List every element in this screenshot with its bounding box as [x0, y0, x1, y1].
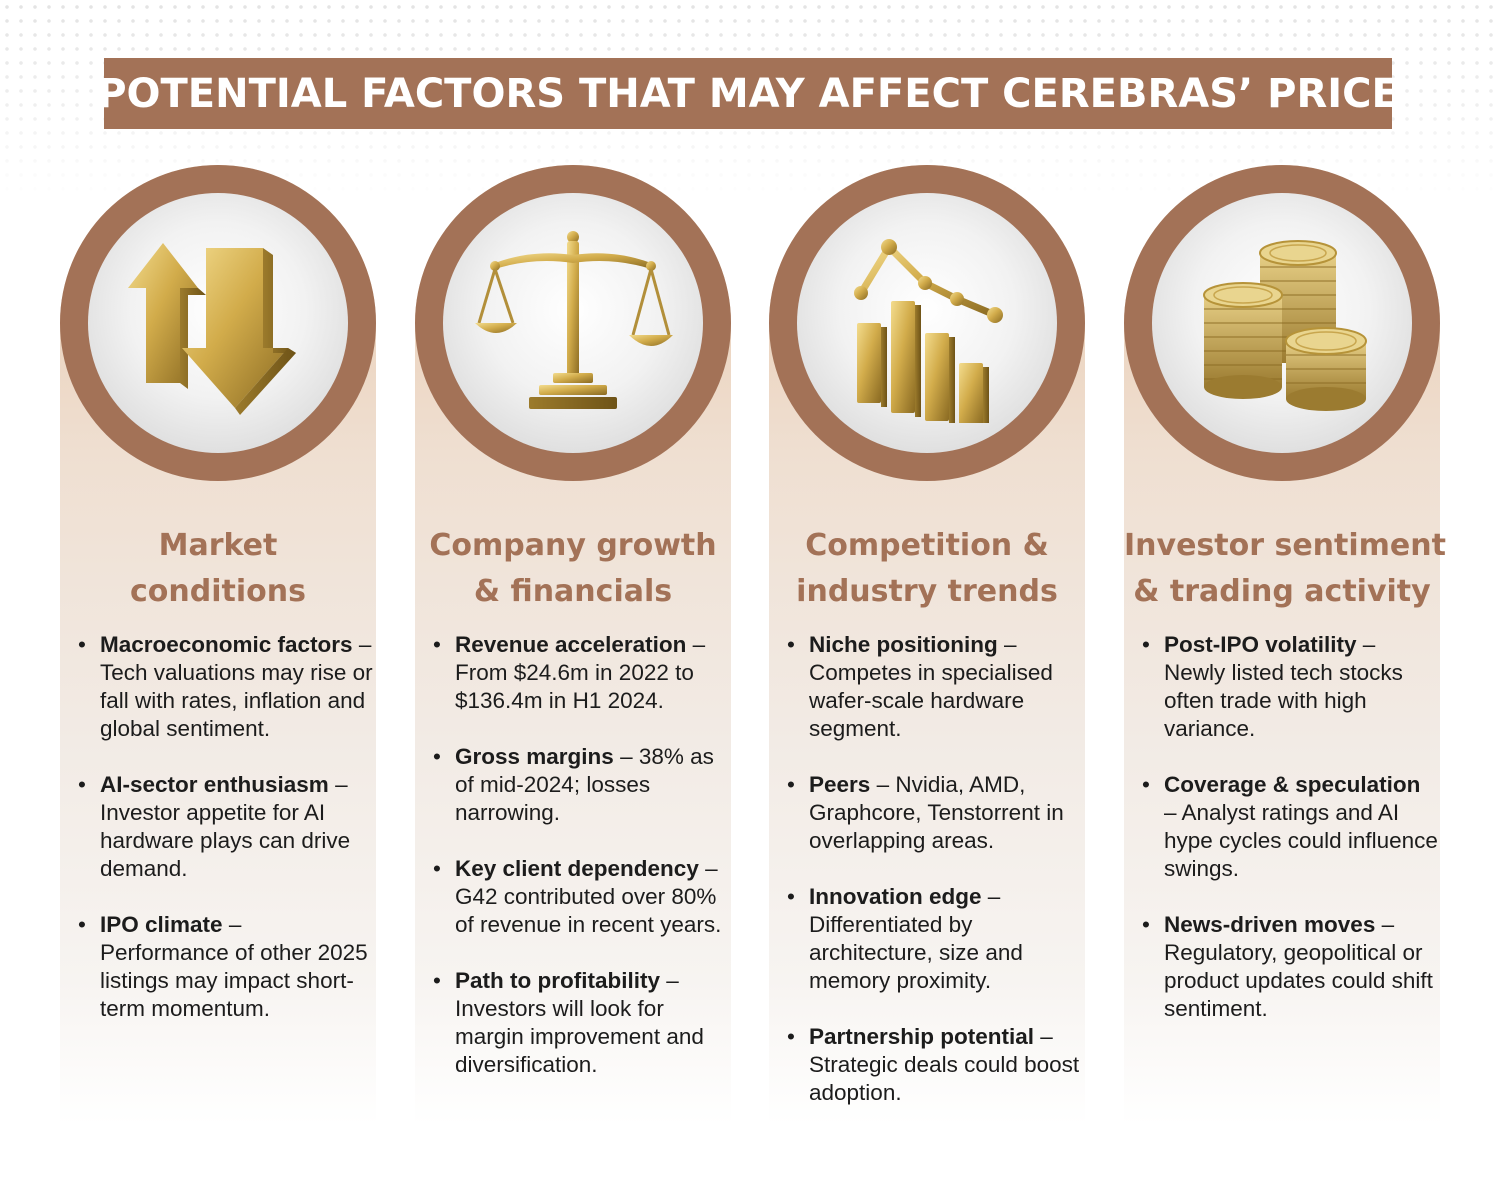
list-item: Revenue acceleration – From $24.6m in 20…	[433, 631, 729, 715]
icon-circle	[1124, 165, 1440, 481]
bullet-list: Revenue acceleration – From $24.6m in 20…	[433, 631, 729, 1107]
card-title: Market conditions	[130, 528, 306, 609]
list-item: Coverage & speculation – Analyst ratings…	[1142, 771, 1438, 883]
list-item: Key client dependency – G42 contributed …	[433, 855, 729, 939]
bullet-list: Post-IPO volatility – Newly listed tech …	[1142, 631, 1438, 1051]
coin-stacks-icon	[1203, 240, 1367, 411]
card-title: Investor sentiment & trading activity	[1124, 528, 1446, 609]
factor-card-investor-sentiment: Investor sentiment & trading activity Po…	[1124, 165, 1446, 1125]
factor-card-market-conditions: Market conditions Macroeconomic factors …	[60, 165, 376, 1125]
list-item: Niche positioning – Competes in speciali…	[787, 631, 1083, 743]
list-item: Gross margins – 38% as of mid-2024; loss…	[433, 743, 729, 827]
list-item: Partnership potential – Strategic deals …	[787, 1023, 1083, 1107]
list-item: Innovation edge – Differentiated by arch…	[787, 883, 1083, 995]
list-item: AI-sector enthusiasm – Investor appetite…	[78, 771, 374, 883]
page-title: POTENTIAL FACTORS THAT MAY AFFECT CEREBR…	[97, 70, 1399, 117]
list-item: Peers – Nvidia, AMD, Graphcore, Tenstorr…	[787, 771, 1083, 855]
factor-card-competition: Competition & industry trends Niche posi…	[769, 165, 1085, 1125]
bullet-list: Macroeconomic factors – Tech valuations …	[78, 631, 374, 1051]
card-title: Competition & industry trends	[796, 528, 1058, 609]
icon-circle	[60, 165, 376, 481]
balance-scale-icon	[475, 231, 673, 409]
list-item: IPO climate – Performance of other 2025 …	[78, 911, 374, 1023]
icon-circle	[415, 165, 731, 481]
list-item: Path to profitability – Investors will l…	[433, 967, 729, 1079]
icon-circle	[769, 165, 1085, 481]
factor-card-company-growth: Company growth & financials Revenue acce…	[415, 165, 731, 1125]
list-item: Post-IPO volatility – Newly listed tech …	[1142, 631, 1438, 743]
list-item: Macroeconomic factors – Tech valuations …	[78, 631, 374, 743]
title-banner: POTENTIAL FACTORS THAT MAY AFFECT CEREBR…	[97, 58, 1399, 129]
bullet-list: Niche positioning – Competes in speciali…	[787, 631, 1083, 1135]
card-title: Company growth & financials	[429, 528, 717, 609]
up-down-arrows-icon	[128, 243, 296, 415]
bar-chart-trend-icon	[854, 239, 1003, 423]
list-item: News-driven moves – Regulatory, geopolit…	[1142, 911, 1438, 1023]
